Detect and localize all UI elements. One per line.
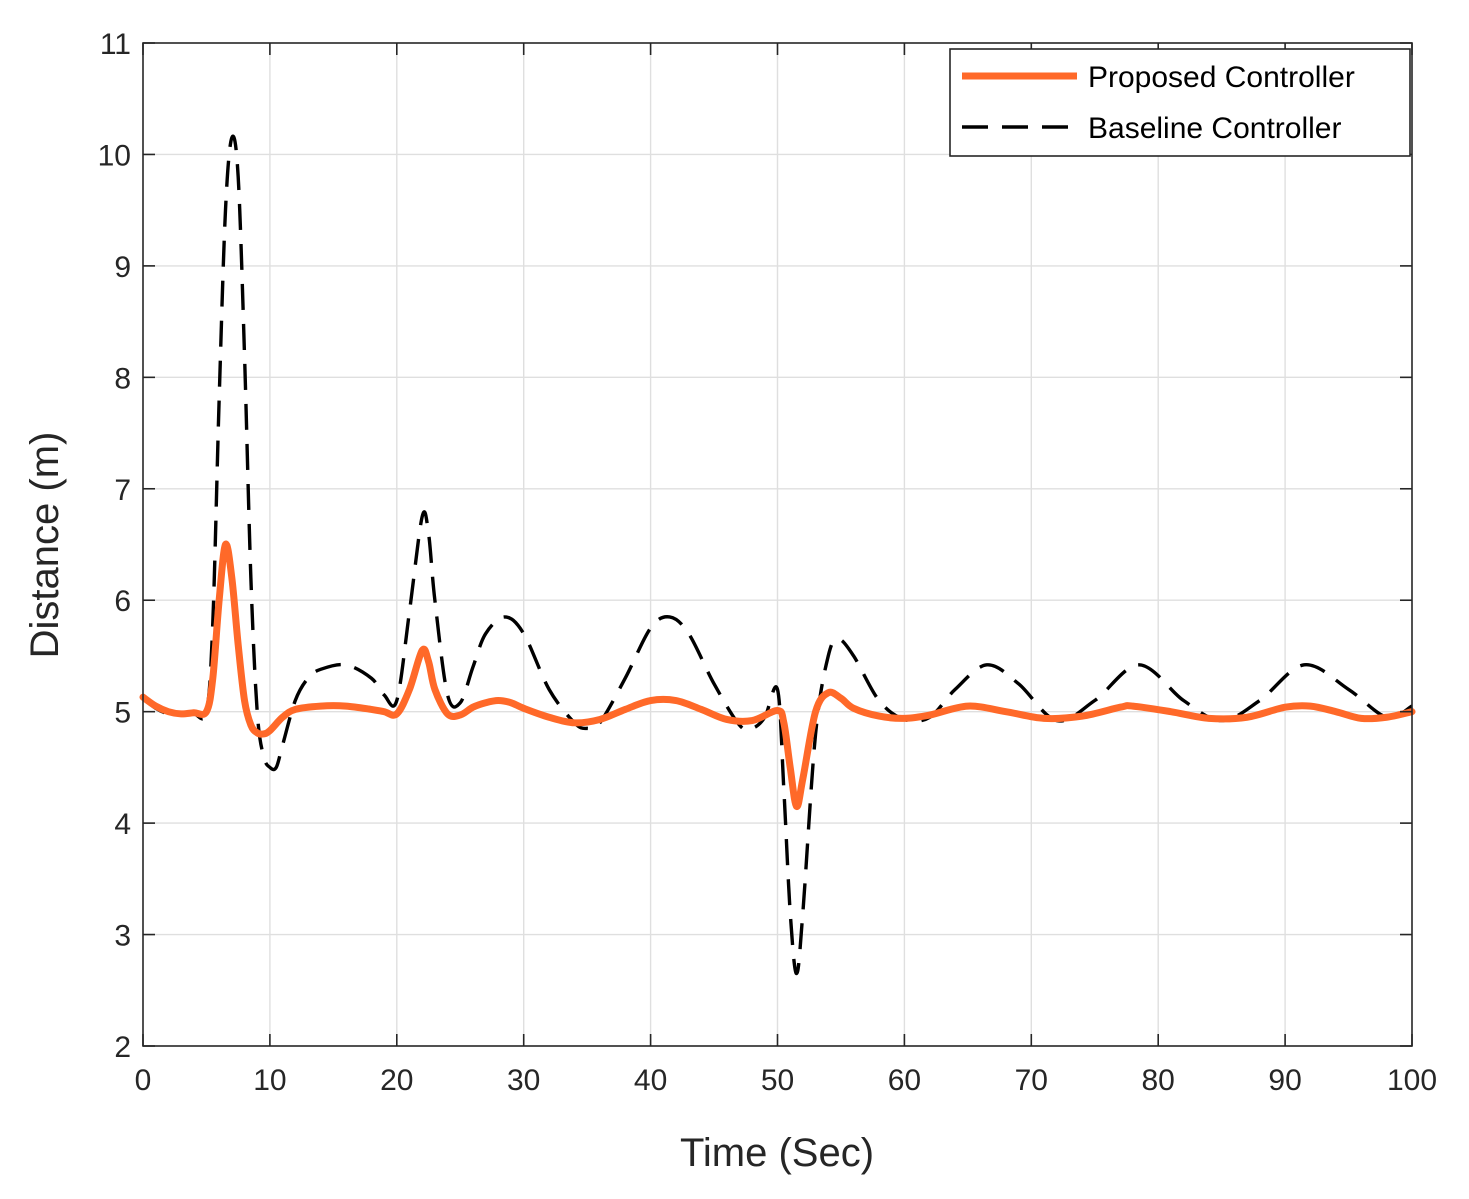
y-tick-label: 6 [114,585,131,618]
x-tick-label: 10 [253,1064,286,1097]
y-tick-label: 3 [114,920,131,953]
x-tick-label: 100 [1387,1064,1437,1097]
x-tick-label: 40 [634,1064,667,1097]
legend-label-baseline: Baseline Controller [1088,112,1341,145]
grid-lines [143,43,1412,1046]
y-tick-label: 5 [114,697,131,730]
tick-labels: 0 10 20 30 40 50 60 70 80 90 100 2 3 4 5 6 7 8 9 10 11 [98,28,1437,1097]
y-tick-label: 4 [114,808,131,841]
y-tick-label: 9 [114,251,131,284]
y-axis-label: Distance (m) [23,432,67,659]
x-tick-label: 60 [888,1064,921,1097]
x-tick-label: 80 [1142,1064,1175,1097]
series-layer [139,134,1416,976]
x-tick-label: 70 [1015,1064,1048,1097]
x-tick-label: 20 [380,1064,413,1097]
x-tick-label: 50 [761,1064,794,1097]
x-axis-label: Time (Sec) [680,1131,874,1175]
y-tick-label: 7 [114,474,131,507]
y-tick-label: 10 [98,139,131,172]
x-tick-label: 30 [507,1064,540,1097]
legend: Proposed Controller Baseline Controller [949,48,1411,157]
x-tick-label: 90 [1268,1064,1301,1097]
y-tick-label: 2 [114,1031,131,1064]
y-tick-label: 11 [100,28,131,61]
series-line-proposed [139,540,1416,810]
legend-box [949,48,1411,157]
y-tick-label: 8 [114,362,131,395]
legend-label-proposed: Proposed Controller [1088,61,1355,94]
x-tick-label: 0 [135,1064,152,1097]
plot-area [139,134,1416,976]
